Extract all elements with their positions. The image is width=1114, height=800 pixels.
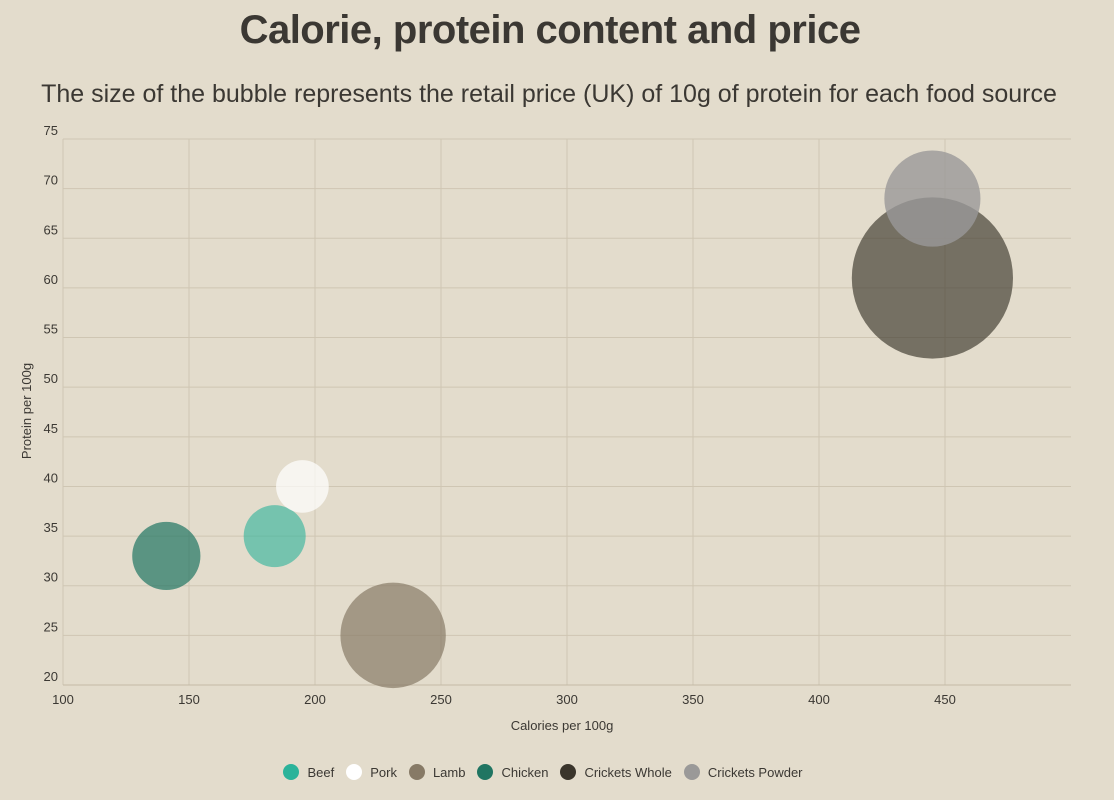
y-tick-label: 30 bbox=[44, 570, 58, 585]
legend-item-crickets-whole[interactable]: Crickets Whole bbox=[560, 764, 672, 780]
x-axis-title: Calories per 100g bbox=[511, 718, 614, 733]
legend-item-pork[interactable]: Pork bbox=[346, 764, 397, 780]
legend-label: Chicken bbox=[501, 764, 549, 780]
x-tick-label: 300 bbox=[556, 692, 578, 707]
y-tick-label: 40 bbox=[44, 470, 58, 485]
y-tick-label: 50 bbox=[44, 371, 58, 386]
bubble-beef[interactable] bbox=[243, 505, 306, 568]
legend-marker bbox=[477, 764, 494, 780]
legend-label: Crickets Powder bbox=[707, 764, 803, 780]
legend-label: Pork bbox=[370, 764, 397, 780]
legend-item-chicken[interactable]: Chicken bbox=[477, 764, 548, 780]
y-tick-label: 70 bbox=[44, 173, 58, 188]
legend-marker bbox=[408, 764, 425, 780]
x-tick-label: 250 bbox=[430, 692, 452, 707]
x-tick-label: 150 bbox=[178, 692, 200, 707]
y-tick-label: 60 bbox=[44, 272, 58, 287]
chart-title: Calorie, protein content and price bbox=[239, 8, 861, 52]
y-tick-label: 25 bbox=[44, 619, 58, 634]
x-tick-label: 450 bbox=[934, 692, 956, 707]
legend-label: Lamb bbox=[432, 764, 466, 780]
y-tick-label: 55 bbox=[44, 322, 58, 337]
y-tick-label: 20 bbox=[44, 669, 58, 684]
legend-marker bbox=[283, 764, 300, 780]
legend-item-beef[interactable]: Beef bbox=[283, 764, 334, 780]
bubble-chicken[interactable] bbox=[132, 521, 201, 591]
legend-label: Crickets Whole bbox=[584, 764, 672, 780]
legend-marker bbox=[560, 764, 577, 780]
legend-label: Beef bbox=[307, 764, 335, 780]
x-tick-label: 200 bbox=[304, 692, 326, 707]
y-tick-label: 45 bbox=[44, 421, 58, 436]
bubble-crickets-powder[interactable] bbox=[884, 150, 981, 247]
y-tick-label: 35 bbox=[44, 520, 58, 535]
x-tick-label: 100 bbox=[52, 692, 74, 707]
chart-subtitle: The size of the bubble represents the re… bbox=[41, 80, 1057, 108]
y-tick-label: 75 bbox=[44, 123, 58, 138]
legend-item-lamb[interactable]: Lamb bbox=[408, 764, 466, 780]
y-tick-label: 65 bbox=[44, 222, 58, 237]
legend-marker bbox=[346, 764, 363, 780]
x-tick-label: 400 bbox=[808, 692, 830, 707]
bubble-pork[interactable] bbox=[276, 460, 329, 513]
bubble-lamb[interactable] bbox=[340, 582, 446, 689]
y-axis-title: Protein per 100g bbox=[19, 363, 34, 459]
chart-legend: Beef Pork Lamb Chicken Crickets Whole Cricket… bbox=[0, 764, 1086, 780]
x-tick-label: 350 bbox=[682, 692, 704, 707]
legend-marker bbox=[683, 764, 700, 780]
bubble-crickets-whole[interactable] bbox=[851, 197, 1014, 359]
legend-item-crickets-powder[interactable]: Crickets Powder bbox=[683, 764, 803, 780]
